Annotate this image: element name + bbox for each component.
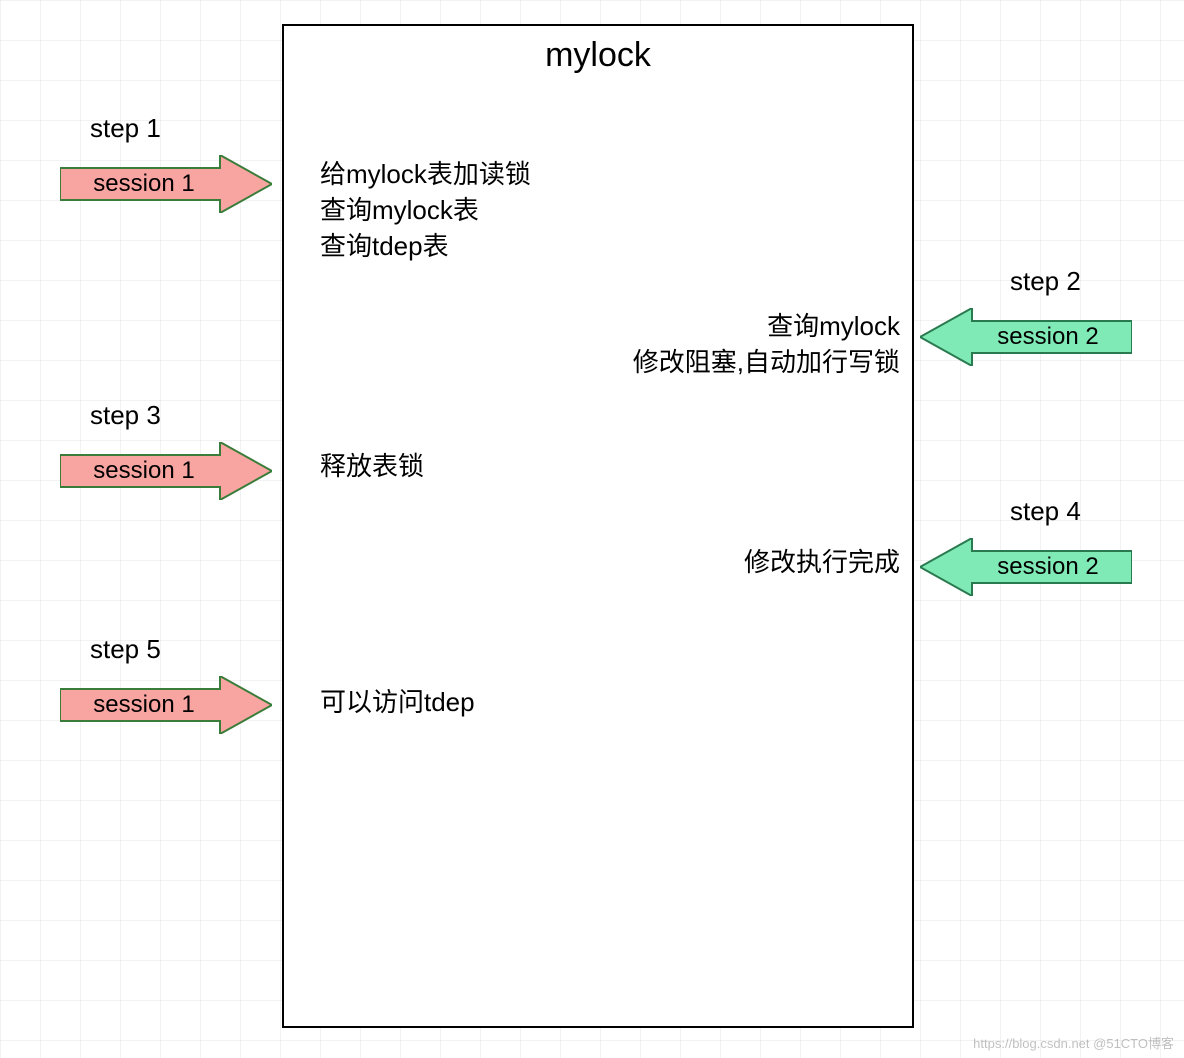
content-line-step1-0: 给mylock表加读锁 xyxy=(320,156,531,192)
session-arrow-step1 xyxy=(60,155,272,213)
content-line-step4-0: 修改执行完成 xyxy=(744,544,900,580)
session-arrow-step4 xyxy=(920,538,1132,596)
diagram-canvas: mylock step 1 session 1给mylock表加读锁查询mylo… xyxy=(0,0,1184,1058)
content-line-step1-2: 查询tdep表 xyxy=(320,228,449,264)
session-arrow-step3 xyxy=(60,442,272,500)
step-label-step3: step 3 xyxy=(90,400,161,431)
content-line-step2-0: 查询mylock xyxy=(767,308,900,344)
step-label-step1: step 1 xyxy=(90,113,161,144)
session-arrow-step5 xyxy=(60,676,272,734)
content-line-step5-0: 可以访问tdep xyxy=(320,684,475,720)
step-label-step5: step 5 xyxy=(90,634,161,665)
watermark-text: https://blog.csdn.net @51CTO博客 xyxy=(973,1033,1174,1052)
mylock-box-title: mylock xyxy=(284,36,912,75)
content-line-step3-0: 释放表锁 xyxy=(320,448,424,484)
content-line-step2-1: 修改阻塞,自动加行写锁 xyxy=(633,344,900,380)
step-label-step4: step 4 xyxy=(1010,496,1081,527)
session-arrow-step2 xyxy=(920,308,1132,366)
content-line-step1-1: 查询mylock表 xyxy=(320,192,479,228)
step-label-step2: step 2 xyxy=(1010,266,1081,297)
